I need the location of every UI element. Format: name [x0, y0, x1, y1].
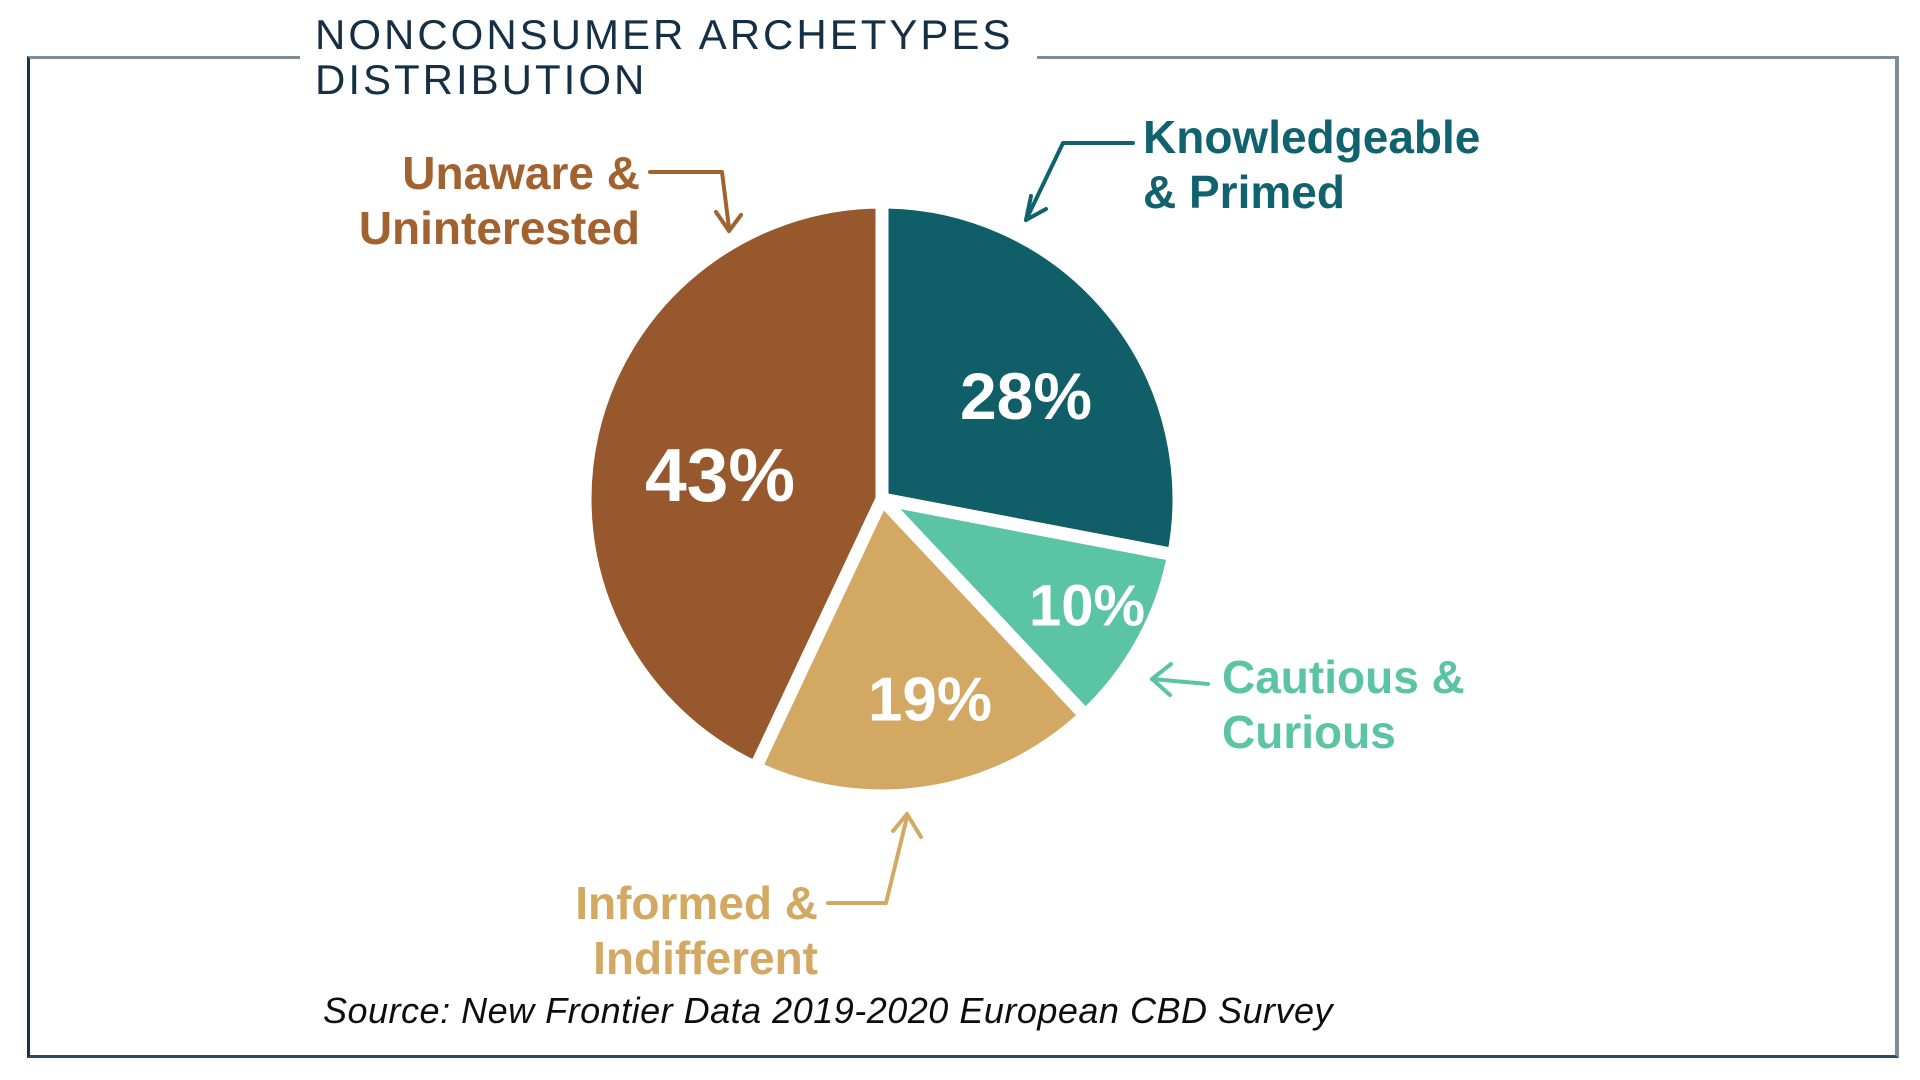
pct-label-10: 10% [1029, 574, 1145, 639]
pct-label-43: 43% [645, 433, 795, 517]
callout-arrow-cautious [1150, 662, 1210, 697]
chart-title-line2: DISTRIBUTION [315, 56, 648, 103]
pie-slice-informed-indifferent [746, 487, 1095, 803]
callout-label-informed-indifferent: Informed & Indifferent [520, 876, 818, 986]
callout-label-cautious-curious: Cautious & Curious [1222, 650, 1465, 760]
title-border-mask [300, 46, 1037, 68]
pie-slice-unaware-uninterested [578, 195, 889, 777]
callout-knowledgeable-line1: Knowledgeable [1143, 111, 1481, 163]
callout-informed-line2: Indifferent [593, 932, 818, 984]
callout-arrow-unaware [648, 170, 743, 233]
pie-slice-knowledgeable-primed [875, 195, 1186, 563]
pct-label-19: 19% [868, 666, 992, 735]
callout-unaware-line1: Unaware & [402, 147, 640, 199]
source-note: Source: New Frontier Data 2019-2020 Euro… [323, 990, 1334, 1031]
callout-arrow-informed [826, 812, 923, 905]
callout-informed-line1: Informed & [575, 877, 818, 929]
callout-label-unaware-uninterested: Unaware & Uninterested [340, 146, 640, 256]
pie-slice-cautious-curious [863, 488, 1182, 725]
callout-label-knowledgeable-primed: Knowledgeable & Primed [1143, 110, 1480, 220]
callout-arrow-knowledgeable [1024, 141, 1135, 222]
callout-cautious-line2: Curious [1222, 706, 1396, 758]
callout-knowledgeable-line2: & Primed [1143, 166, 1345, 218]
pct-label-28: 28% [960, 359, 1092, 433]
chart-title-line1: NONCONSUMER ARCHETYPES [315, 11, 1014, 58]
callout-unaware-line2: Uninterested [358, 202, 640, 254]
chart-title: NONCONSUMER ARCHETYPES DISTRIBUTION [315, 12, 1013, 102]
callout-cautious-line1: Cautious & [1222, 651, 1465, 703]
